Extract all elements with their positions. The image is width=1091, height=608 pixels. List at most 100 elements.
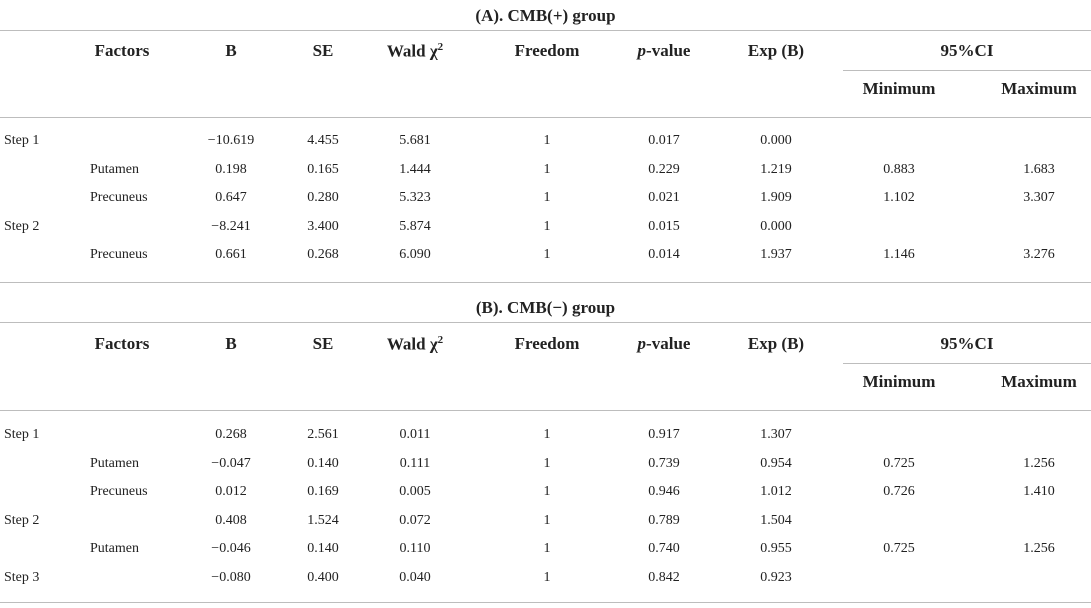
cell-factor: Putamen: [90, 455, 139, 471]
cell-p-value: 0.017: [648, 133, 680, 148]
cell-freedom: 1: [543, 133, 551, 148]
cell-freedom: 1: [543, 484, 551, 499]
cell-ci-min: 0.725: [883, 541, 915, 556]
cell-wald: 0.110: [399, 541, 431, 556]
cell-p-value: 0.917: [648, 427, 680, 442]
cell-exp-b: 1.012: [760, 484, 792, 499]
header-p-rest: -value: [646, 41, 691, 60]
cell-exp-b: 1.909: [760, 190, 792, 206]
header-exp-b: Exp (B): [747, 41, 805, 60]
cell-se: 3.400: [307, 218, 339, 234]
header-minimum: Minimum: [862, 79, 936, 98]
cell-exp-b: 0.923: [760, 569, 792, 585]
cell-freedom: 1: [543, 512, 551, 528]
cell-se: 1.524: [307, 512, 339, 528]
cell-wald: 5.681: [399, 133, 431, 148]
cell-factor: Precuneus: [90, 190, 148, 206]
header-bottom-rule: [0, 117, 1091, 118]
cell-exp-b: 0.000: [760, 133, 792, 148]
cell-ci-max: 1.256: [1023, 541, 1055, 556]
cell-se: 0.140: [307, 541, 339, 556]
header-p-italic: p: [637, 334, 647, 353]
cell-se: 0.165: [307, 161, 339, 177]
top-rule: [0, 30, 1091, 31]
header-factors: Factors: [94, 334, 150, 353]
cell-wald: 5.323: [399, 190, 431, 206]
cell-factor: Precuneus: [90, 484, 148, 499]
cell-b: −8.241: [211, 218, 251, 234]
cell-ci-max: 1.683: [1023, 161, 1055, 177]
cell-exp-b: 1.504: [760, 512, 792, 528]
ci-underline: [843, 70, 1091, 71]
cell-freedom: 1: [543, 218, 551, 234]
cell-p-value: 0.946: [648, 484, 680, 499]
header-se: SE: [312, 41, 334, 60]
cell-p-value: 0.021: [648, 190, 680, 206]
header-factors: Factors: [94, 41, 150, 60]
header-p-value: p-value: [638, 334, 691, 354]
cell-freedom: 1: [543, 427, 551, 442]
cell-se: 0.169: [307, 484, 339, 499]
cell-b: −10.619: [207, 133, 255, 148]
cell-freedom: 1: [543, 569, 551, 585]
cell-b: 0.647: [215, 190, 247, 206]
header-ci: 95%CI: [940, 41, 994, 60]
cell-exp-b: 1.219: [760, 161, 792, 177]
cell-step: Step 1: [4, 427, 40, 442]
cell-wald: 6.090: [399, 247, 431, 263]
cell-p-value: 0.015: [648, 218, 680, 234]
cell-exp-b: 1.307: [760, 427, 792, 442]
header-b: B: [225, 334, 237, 353]
cell-exp-b: 0.000: [760, 218, 792, 234]
cell-step: Step 3: [4, 569, 40, 585]
header-minimum: Minimum: [862, 372, 936, 391]
section-bottom-rule: [0, 602, 1091, 603]
cell-b: 0.268: [215, 427, 247, 442]
header-wald: Wald χ2: [387, 334, 443, 355]
cell-ci-max: 3.307: [1023, 190, 1055, 206]
section-title: (A). CMB(+) group: [475, 6, 616, 25]
cell-wald: 0.111: [399, 455, 431, 471]
cell-wald: 0.011: [399, 427, 431, 442]
cell-step: Step 1: [4, 133, 40, 148]
header-freedom: Freedom: [514, 334, 580, 353]
header-wald-superscript: 2: [437, 41, 444, 53]
header-se: SE: [312, 334, 334, 353]
cell-wald: 0.040: [399, 569, 431, 585]
top-rule: [0, 322, 1091, 323]
cell-ci-min: 0.883: [883, 161, 915, 177]
cell-p-value: 0.740: [648, 541, 680, 556]
cell-ci-max: 3.276: [1023, 247, 1055, 263]
cell-ci-min: 1.102: [883, 190, 915, 206]
cell-exp-b: 0.954: [760, 455, 792, 471]
cell-freedom: 1: [543, 541, 551, 556]
header-wald: Wald χ2: [387, 41, 443, 62]
cell-b: −0.047: [211, 455, 251, 471]
cell-se: 0.400: [307, 569, 339, 585]
cell-p-value: 0.789: [648, 512, 680, 528]
cell-b: 0.012: [215, 484, 247, 499]
cell-wald: 1.444: [399, 161, 431, 177]
cell-step: Step 2: [4, 512, 40, 528]
cell-se: 0.140: [307, 455, 339, 471]
header-maximum: Maximum: [1001, 372, 1077, 391]
cell-p-value: 0.739: [648, 455, 680, 471]
cell-step: Step 2: [4, 218, 40, 234]
cell-factor: Precuneus: [90, 247, 148, 263]
cell-freedom: 1: [543, 247, 551, 263]
cell-p-value: 0.842: [648, 569, 680, 585]
header-ci: 95%CI: [940, 334, 994, 353]
header-p-italic: p: [637, 41, 647, 60]
header-freedom: Freedom: [514, 41, 580, 60]
cell-p-value: 0.229: [648, 161, 680, 177]
cell-exp-b: 1.937: [760, 247, 792, 263]
cell-freedom: 1: [543, 190, 551, 206]
header-exp-b: Exp (B): [747, 334, 805, 353]
cell-freedom: 1: [543, 161, 551, 177]
cell-ci-max: 1.410: [1023, 484, 1055, 499]
cell-p-value: 0.014: [648, 247, 680, 263]
ci-underline: [843, 363, 1091, 364]
header-p-value: p-value: [638, 41, 691, 61]
cell-se: 0.268: [307, 247, 339, 263]
cell-b: 0.661: [215, 247, 247, 263]
